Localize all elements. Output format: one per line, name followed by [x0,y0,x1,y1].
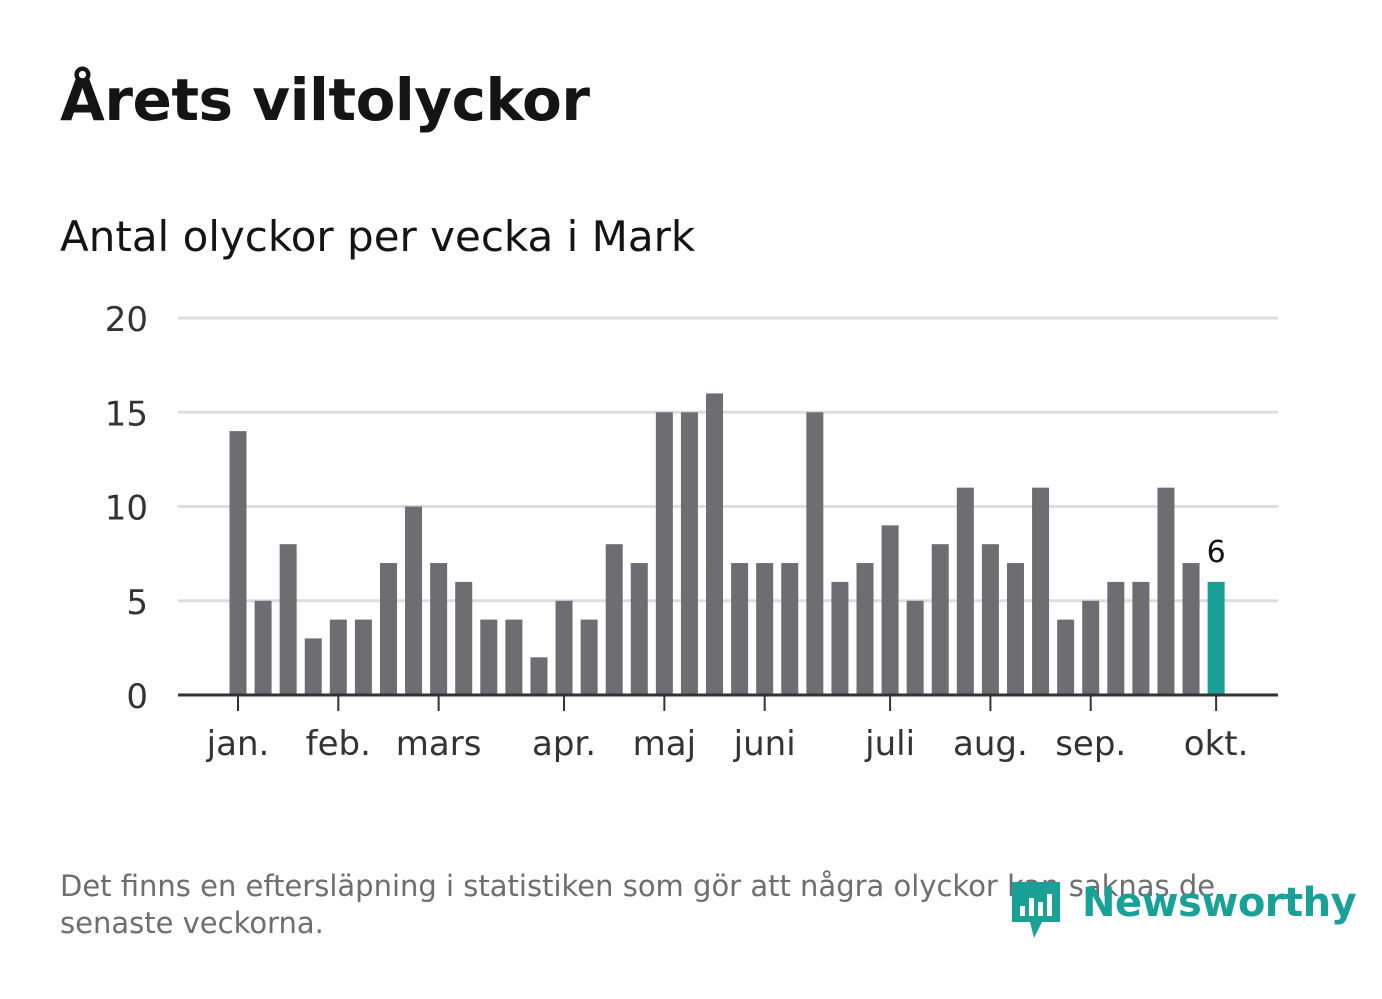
bar [630,563,648,695]
bar [304,638,322,695]
newsworthy-logo: Newsworthy [1008,876,1357,946]
x-tick-label: feb. [306,724,371,764]
x-tick-label: juni [733,724,796,764]
bar [731,563,749,695]
bar [229,431,247,695]
bar [555,600,573,695]
x-tick-label: juli [864,724,915,764]
bar [1182,563,1200,695]
x-tick-label: mars [396,724,482,764]
bar [455,581,473,695]
bar [856,563,874,695]
bar [1006,563,1024,695]
bar [706,393,724,695]
bar [931,544,949,695]
bar [354,619,372,695]
bar [1032,487,1050,695]
bar [1057,619,1075,695]
bar [530,657,548,695]
bar-chart: 0 5 10 15 20 jan. feb. mars apr. maj juni juli aug.… [105,300,1278,764]
bar [605,544,623,695]
bar [379,563,397,695]
bar [781,563,799,695]
y-tick-label: 5 [126,583,148,623]
chart-title: Årets viltolyckor [60,66,590,134]
x-tick-label: sep. [1055,724,1126,764]
bar [806,412,824,695]
bar-latest [1207,581,1225,695]
x-tick-label: maj [633,724,696,764]
bar [981,544,999,695]
bar [1107,581,1125,695]
bar [1157,487,1175,695]
bar [329,619,347,695]
bar [906,600,924,695]
x-tick-label: okt. [1184,724,1249,764]
x-tick-label: aug. [953,724,1028,764]
bar [680,412,698,695]
y-tick-label: 20 [105,300,148,340]
bar [279,544,297,695]
y-tick-label: 15 [105,394,148,434]
chart-subtitle: Antal olyckor per vecka i Mark [60,212,696,261]
newsworthy-logo-icon [1012,882,1060,938]
bars [229,393,1225,695]
bar [655,412,673,695]
bar [580,619,598,695]
bar [405,506,423,695]
x-axis-ticks: jan. feb. mars apr. maj juni juli aug. sep. okt. [206,695,1249,764]
bar [831,581,849,695]
bar [254,600,272,695]
x-tick-label: apr. [532,724,596,764]
y-tick-label: 0 [126,677,148,717]
bar [505,619,523,695]
bar [480,619,498,695]
bar [756,563,774,695]
x-tick-label: jan. [206,724,270,764]
bar [956,487,974,695]
bar [881,525,899,695]
newsworthy-logo-text: Newsworthy [1082,880,1357,926]
y-tick-label: 10 [105,489,148,529]
bar [430,563,448,695]
y-axis-ticks: 0 5 10 15 20 [105,300,148,717]
bar [1082,600,1100,695]
gridlines [178,316,1278,603]
latest-value-label: 6 [1207,535,1226,570]
bar [1132,581,1150,695]
